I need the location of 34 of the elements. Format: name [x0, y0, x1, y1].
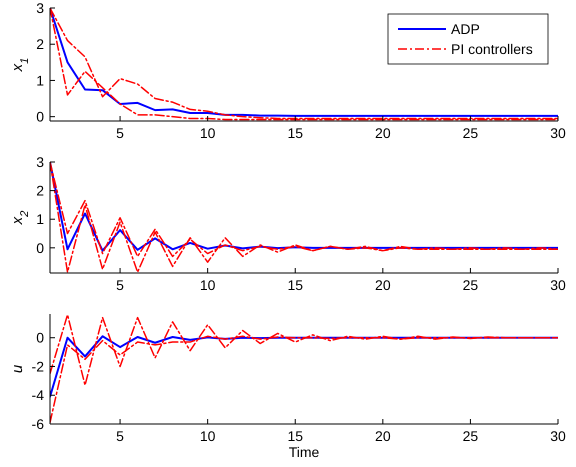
y-tick-label: -2 — [32, 358, 44, 374]
legend-label: PI controllers — [451, 41, 533, 57]
y-tick-label: 3 — [36, 154, 44, 170]
x-tick-label: 20 — [375, 125, 391, 141]
x-tick-label: 30 — [550, 125, 566, 141]
x-tick-label: 15 — [287, 125, 304, 141]
y-tick-label: -6 — [32, 416, 44, 432]
y-tick-label: 3 — [36, 0, 44, 16]
x-tick-label: 25 — [462, 428, 478, 444]
x-tick-label: 25 — [462, 125, 478, 141]
x-tick-label: 25 — [462, 277, 478, 293]
x-tick-label: 5 — [116, 428, 124, 444]
y-tick-label: 0 — [36, 108, 44, 125]
x-tick-label: 10 — [200, 277, 216, 293]
x-tick-label: 30 — [550, 277, 566, 293]
y-tick-label: 1 — [36, 211, 44, 228]
y-tick-label: 1 — [36, 72, 44, 88]
x-tick-label: 15 — [287, 428, 304, 444]
legend-label: ADP — [451, 21, 480, 37]
y-tick-label: -4 — [32, 387, 44, 404]
x-tick-label: 10 — [200, 125, 216, 141]
x-tick-label: 10 — [200, 428, 216, 444]
x-tick-label: 30 — [550, 428, 566, 444]
y-tick-label: 2 — [36, 36, 44, 52]
x-tick-label: 20 — [375, 277, 391, 293]
x-tick-label: 5 — [116, 125, 124, 141]
x-tick-label: 15 — [287, 277, 304, 293]
x-tick-label: 5 — [116, 277, 124, 293]
y-tick-label: 2 — [36, 182, 44, 199]
x-tick-label: 20 — [375, 428, 391, 444]
y-tick-label: 0 — [36, 330, 44, 346]
x-axis-title: Time — [288, 444, 320, 460]
y-axis-title: u — [9, 364, 26, 374]
y-tick-label: 0 — [36, 240, 44, 256]
